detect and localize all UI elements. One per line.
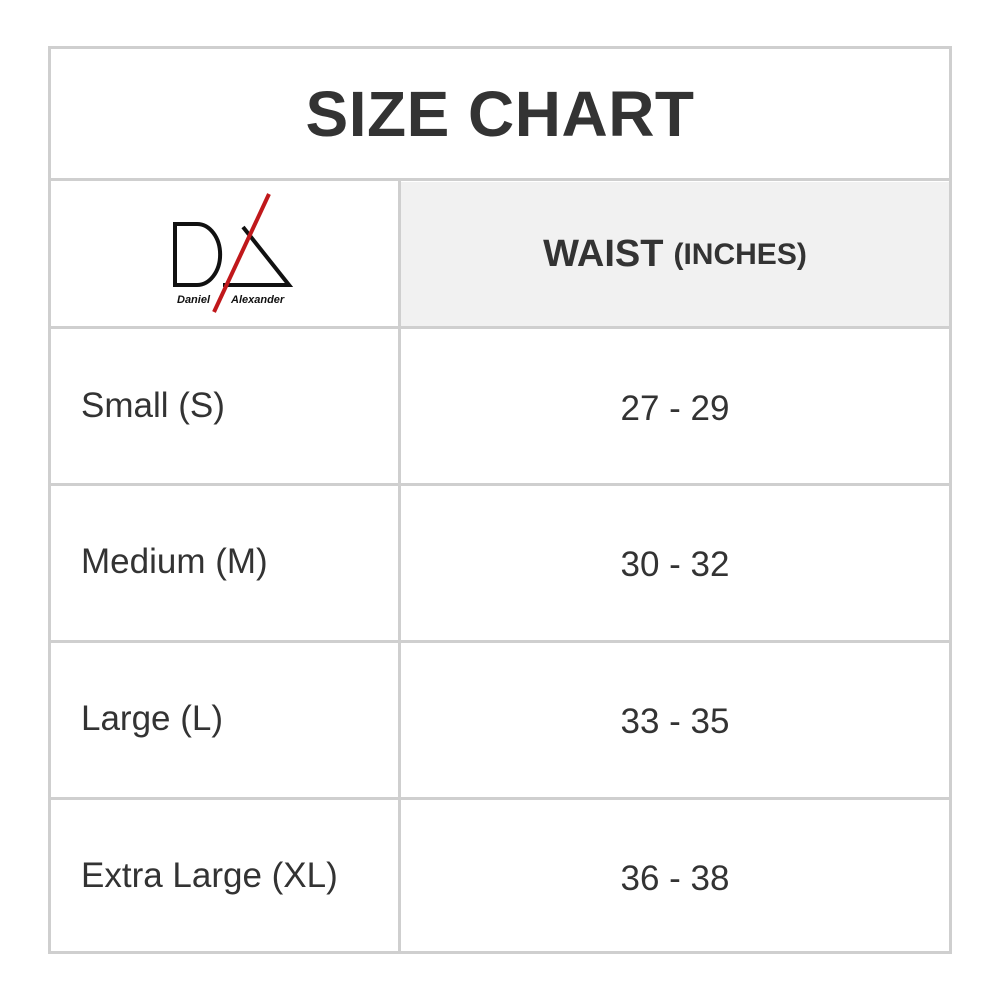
header-background <box>401 182 949 327</box>
size-label: Extra Large (XL) <box>81 856 338 895</box>
divider <box>51 178 949 181</box>
waist-column-header: WAIST (INCHES) <box>401 182 949 327</box>
size-chart-table: SIZE CHART Daniel Alexander WAIST (INCHE… <box>48 46 952 954</box>
size-label: Large (L) <box>81 699 224 738</box>
page-title: SIZE CHART <box>305 78 695 150</box>
column-unit: (INCHES) <box>673 237 807 271</box>
size-label: Small (S) <box>81 386 225 425</box>
divider <box>51 797 949 800</box>
divider <box>51 483 949 486</box>
waist-value: 30 - 32 <box>620 545 730 584</box>
size-label: Medium (M) <box>81 542 268 581</box>
brand-logo: Daniel Alexander <box>161 187 301 322</box>
svg-text:Daniel: Daniel <box>177 294 211 306</box>
waist-value: 33 - 35 <box>620 702 730 741</box>
column-name: WAIST <box>543 233 664 275</box>
divider <box>51 326 949 329</box>
svg-text:Alexander: Alexander <box>230 294 285 306</box>
waist-value: 27 - 29 <box>620 389 730 428</box>
divider <box>51 640 949 643</box>
column-divider <box>398 179 401 951</box>
waist-value: 36 - 38 <box>620 859 730 898</box>
